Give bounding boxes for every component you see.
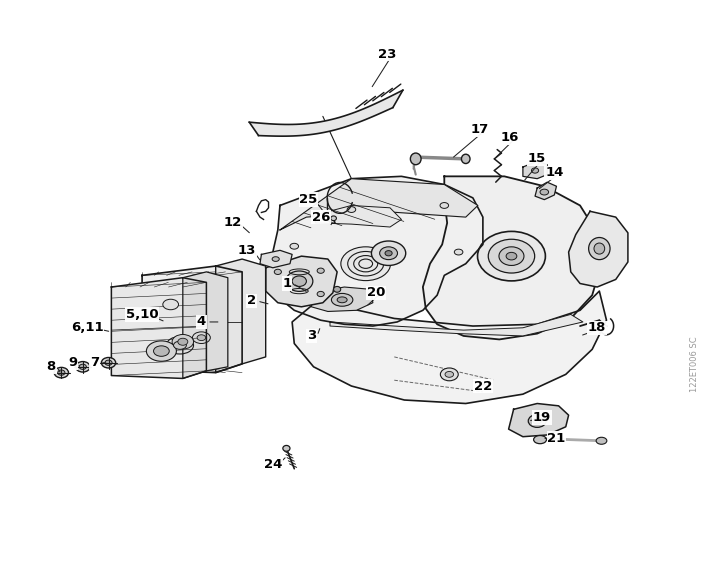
Ellipse shape bbox=[594, 243, 605, 254]
Ellipse shape bbox=[348, 252, 384, 276]
Ellipse shape bbox=[441, 368, 458, 381]
Ellipse shape bbox=[102, 358, 116, 368]
Ellipse shape bbox=[146, 341, 176, 361]
Polygon shape bbox=[523, 161, 547, 179]
Text: 4: 4 bbox=[197, 315, 206, 329]
Polygon shape bbox=[142, 266, 242, 373]
Polygon shape bbox=[183, 272, 228, 379]
Text: 26: 26 bbox=[312, 211, 330, 223]
Polygon shape bbox=[312, 287, 373, 312]
Text: 16: 16 bbox=[501, 131, 519, 145]
Ellipse shape bbox=[440, 202, 449, 208]
Ellipse shape bbox=[540, 189, 549, 195]
Ellipse shape bbox=[531, 168, 539, 173]
Text: 25: 25 bbox=[300, 193, 318, 206]
Polygon shape bbox=[508, 403, 569, 437]
Polygon shape bbox=[314, 205, 402, 227]
Ellipse shape bbox=[192, 332, 210, 343]
Text: 13: 13 bbox=[238, 244, 256, 257]
Text: 2: 2 bbox=[247, 295, 256, 308]
Ellipse shape bbox=[331, 293, 353, 306]
Ellipse shape bbox=[330, 216, 336, 220]
Text: 8: 8 bbox=[47, 360, 56, 373]
Polygon shape bbox=[249, 90, 403, 136]
Text: 19: 19 bbox=[533, 411, 552, 424]
Ellipse shape bbox=[499, 247, 524, 265]
Ellipse shape bbox=[197, 335, 206, 340]
Ellipse shape bbox=[534, 436, 546, 444]
Ellipse shape bbox=[506, 252, 517, 260]
Text: 21: 21 bbox=[547, 432, 566, 445]
Text: 6,11: 6,11 bbox=[71, 321, 104, 335]
Text: 9: 9 bbox=[68, 356, 77, 369]
Text: 12: 12 bbox=[224, 216, 242, 229]
Ellipse shape bbox=[372, 241, 406, 265]
Ellipse shape bbox=[379, 247, 397, 260]
Text: 1: 1 bbox=[282, 277, 292, 290]
Ellipse shape bbox=[166, 336, 194, 354]
Ellipse shape bbox=[292, 276, 307, 286]
Ellipse shape bbox=[174, 341, 186, 349]
Ellipse shape bbox=[589, 238, 610, 260]
Ellipse shape bbox=[477, 232, 545, 281]
Ellipse shape bbox=[317, 292, 324, 296]
Polygon shape bbox=[216, 259, 266, 373]
Polygon shape bbox=[280, 179, 478, 230]
Ellipse shape bbox=[76, 362, 90, 372]
Ellipse shape bbox=[488, 239, 535, 273]
Polygon shape bbox=[292, 291, 606, 403]
Ellipse shape bbox=[528, 415, 546, 427]
Ellipse shape bbox=[153, 346, 169, 356]
Ellipse shape bbox=[105, 360, 112, 365]
Ellipse shape bbox=[385, 250, 392, 256]
Ellipse shape bbox=[317, 268, 324, 273]
Text: 122ET006 SC: 122ET006 SC bbox=[690, 336, 699, 392]
Polygon shape bbox=[260, 250, 292, 268]
Ellipse shape bbox=[163, 299, 179, 310]
Polygon shape bbox=[423, 176, 601, 339]
Text: 18: 18 bbox=[588, 321, 606, 335]
Polygon shape bbox=[330, 315, 583, 336]
Polygon shape bbox=[535, 182, 557, 200]
Ellipse shape bbox=[274, 269, 282, 275]
Polygon shape bbox=[266, 256, 337, 307]
Ellipse shape bbox=[172, 335, 194, 349]
Text: 7: 7 bbox=[90, 356, 99, 369]
Ellipse shape bbox=[333, 286, 341, 292]
Ellipse shape bbox=[290, 243, 299, 249]
Ellipse shape bbox=[54, 368, 68, 378]
Ellipse shape bbox=[79, 364, 86, 369]
Ellipse shape bbox=[272, 257, 279, 262]
Text: 24: 24 bbox=[264, 457, 282, 470]
Ellipse shape bbox=[410, 153, 421, 165]
Text: 20: 20 bbox=[366, 286, 385, 299]
Text: 17: 17 bbox=[471, 123, 489, 136]
Polygon shape bbox=[569, 211, 628, 287]
Text: 22: 22 bbox=[474, 379, 492, 393]
Ellipse shape bbox=[347, 206, 356, 212]
Text: 5,10: 5,10 bbox=[126, 308, 158, 321]
Ellipse shape bbox=[58, 370, 65, 375]
Ellipse shape bbox=[286, 271, 313, 292]
Ellipse shape bbox=[337, 297, 347, 303]
Ellipse shape bbox=[341, 247, 390, 280]
Ellipse shape bbox=[454, 249, 463, 255]
Text: 3: 3 bbox=[307, 329, 316, 342]
Ellipse shape bbox=[178, 338, 188, 345]
Ellipse shape bbox=[445, 372, 454, 377]
Ellipse shape bbox=[462, 154, 470, 163]
Ellipse shape bbox=[283, 446, 290, 451]
Text: 15: 15 bbox=[528, 152, 546, 165]
Ellipse shape bbox=[533, 418, 541, 424]
Text: 14: 14 bbox=[545, 166, 564, 179]
Polygon shape bbox=[112, 278, 207, 379]
Text: 23: 23 bbox=[378, 48, 396, 61]
Polygon shape bbox=[273, 176, 483, 326]
Ellipse shape bbox=[596, 437, 607, 445]
